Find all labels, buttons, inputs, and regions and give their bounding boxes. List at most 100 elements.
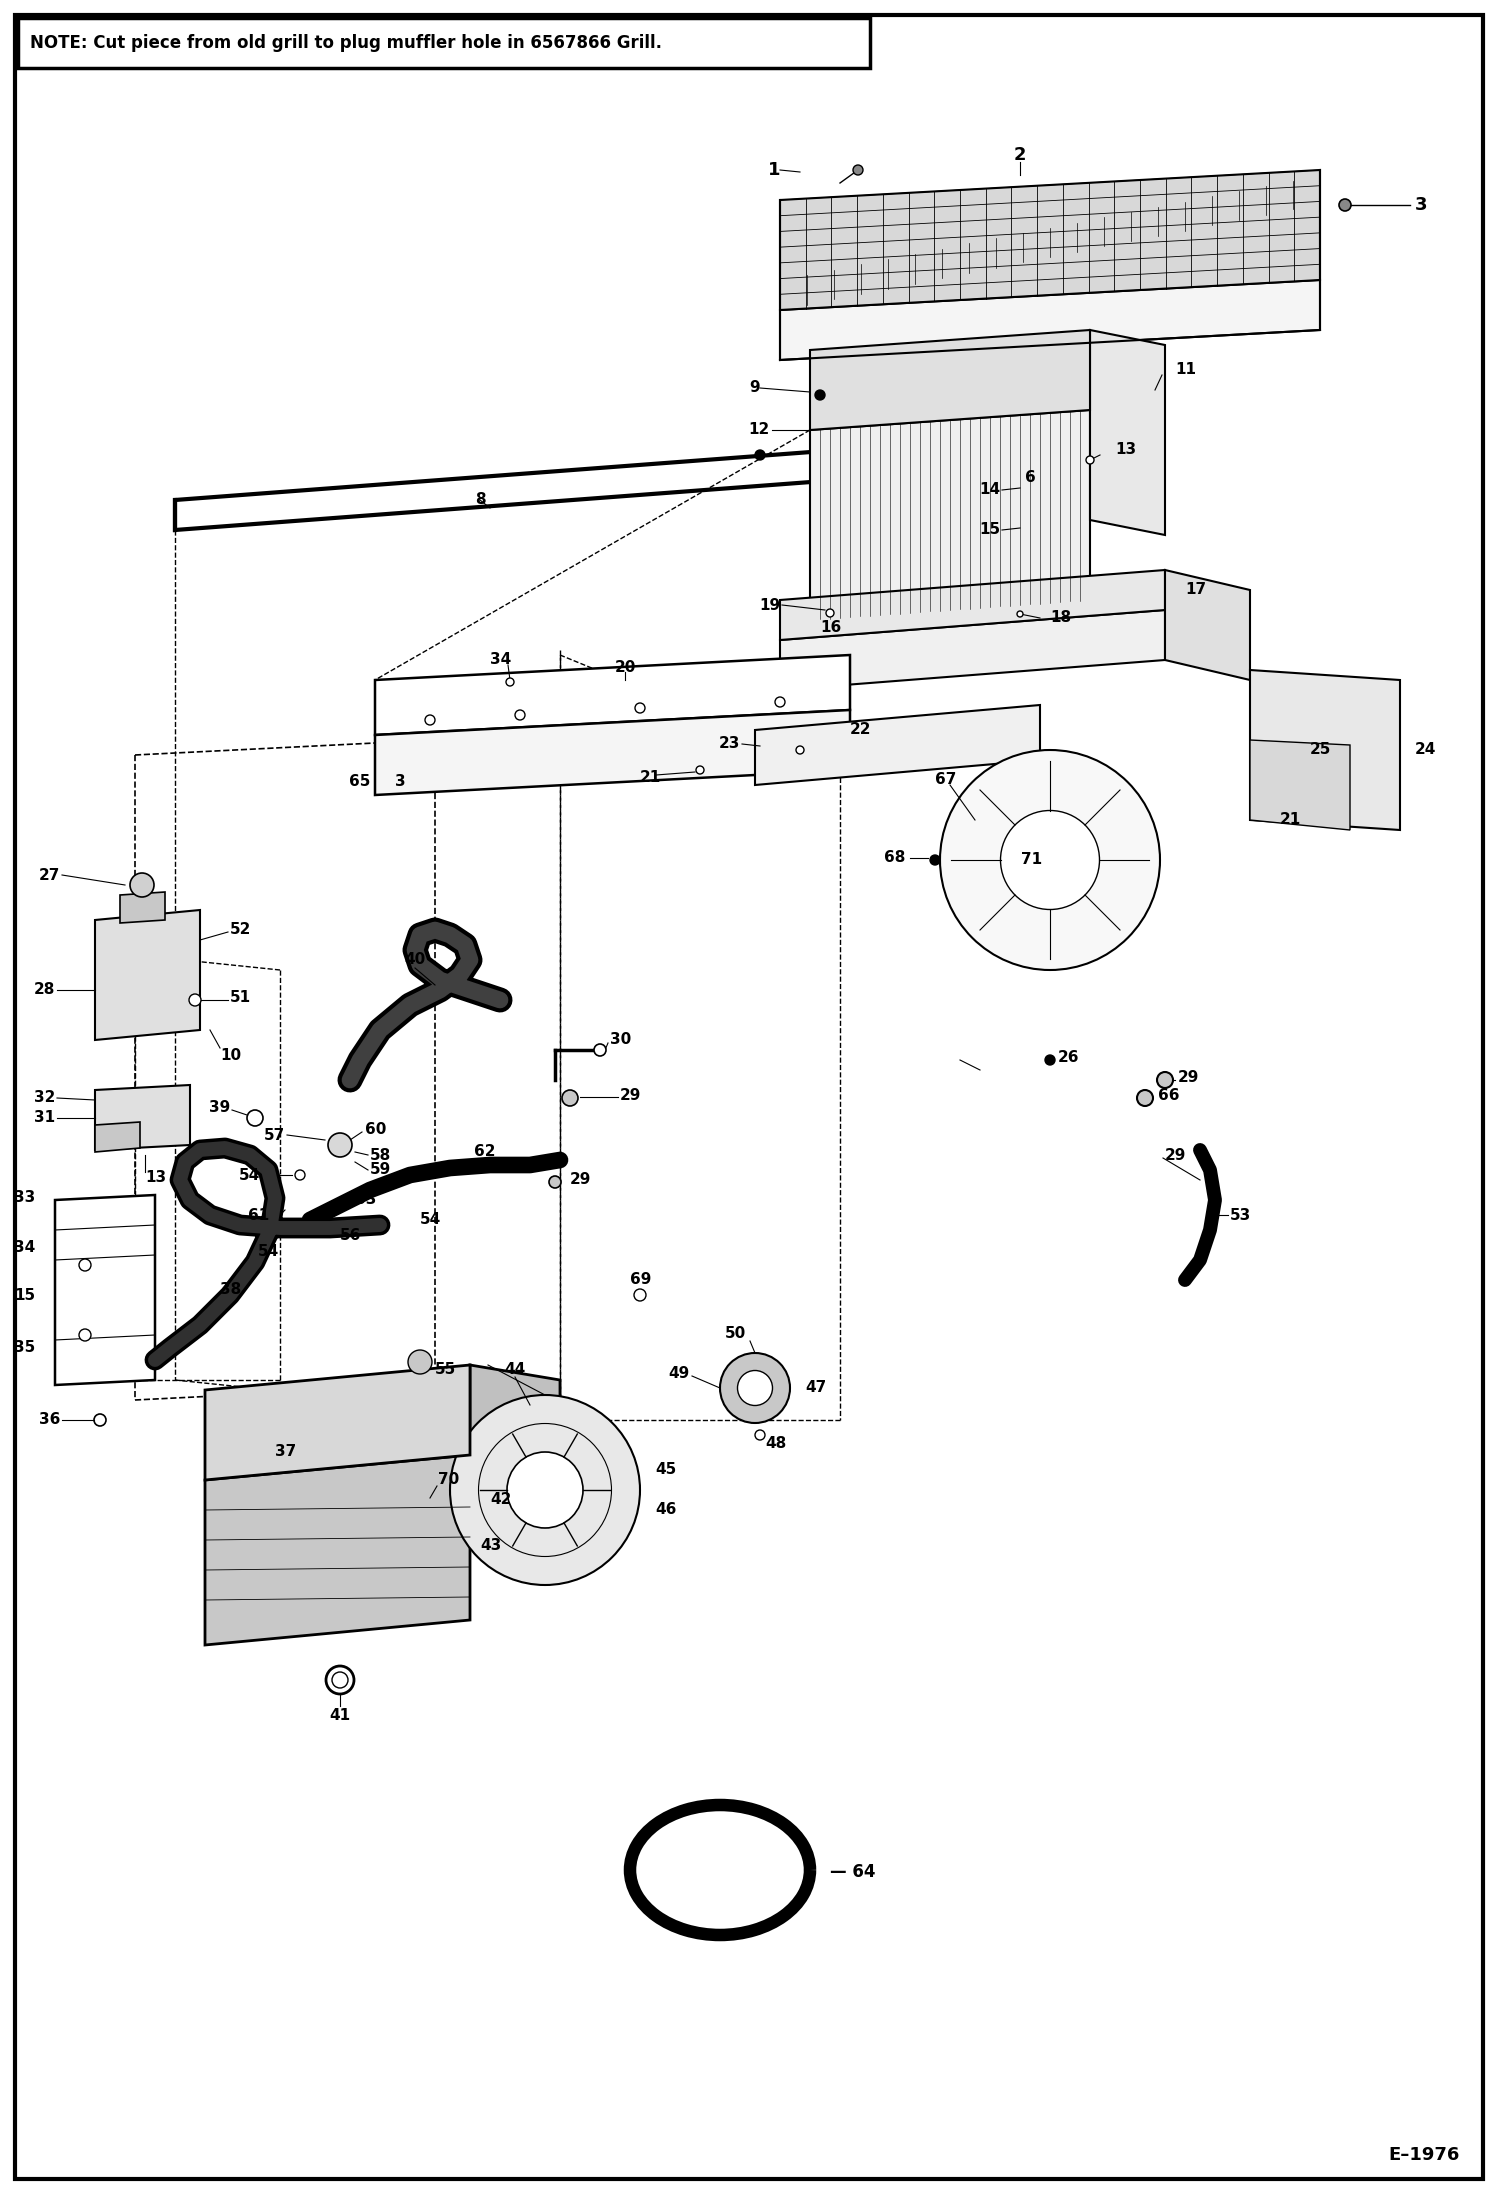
Text: 56: 56 [340, 1226, 361, 1242]
Text: E–1976: E–1976 [1389, 2146, 1461, 2163]
Text: 41: 41 [330, 1707, 351, 1722]
Text: 1: 1 [767, 160, 780, 180]
Text: 11: 11 [1174, 362, 1195, 377]
Circle shape [515, 711, 524, 720]
Polygon shape [780, 570, 1165, 641]
Text: 36: 36 [39, 1413, 60, 1428]
Text: 3: 3 [1416, 195, 1428, 215]
Text: 26: 26 [1058, 1049, 1080, 1064]
Circle shape [562, 1090, 578, 1106]
Polygon shape [810, 329, 1091, 430]
Polygon shape [205, 1455, 470, 1646]
Circle shape [595, 1044, 607, 1055]
Circle shape [1017, 610, 1023, 617]
Text: 20: 20 [614, 660, 635, 676]
Circle shape [1137, 1090, 1153, 1106]
Polygon shape [1249, 669, 1401, 829]
Text: 43: 43 [479, 1538, 502, 1553]
Text: 34: 34 [13, 1240, 34, 1255]
Circle shape [1046, 1055, 1055, 1064]
Text: 14: 14 [978, 483, 1001, 498]
Polygon shape [205, 1365, 470, 1481]
Circle shape [79, 1330, 91, 1341]
Polygon shape [55, 1196, 154, 1384]
Text: 29: 29 [1165, 1147, 1186, 1163]
Text: 39: 39 [208, 1101, 231, 1115]
Text: 63: 63 [355, 1194, 376, 1207]
Text: 31: 31 [34, 1110, 55, 1126]
Text: 3: 3 [395, 774, 406, 790]
Circle shape [333, 1672, 348, 1687]
Circle shape [295, 1169, 306, 1180]
Text: 53: 53 [1230, 1207, 1251, 1222]
Text: 52: 52 [231, 921, 252, 937]
Polygon shape [1165, 570, 1249, 680]
Polygon shape [374, 711, 849, 794]
Circle shape [825, 610, 834, 617]
Polygon shape [780, 169, 1320, 309]
Text: 57: 57 [264, 1128, 285, 1143]
Polygon shape [1091, 329, 1165, 535]
Polygon shape [780, 281, 1320, 360]
Text: 67: 67 [935, 772, 956, 788]
Text: 29: 29 [620, 1088, 641, 1104]
Circle shape [941, 750, 1159, 970]
Polygon shape [755, 704, 1040, 785]
Text: 25: 25 [1309, 742, 1332, 757]
Polygon shape [810, 410, 1091, 621]
Text: 70: 70 [437, 1472, 460, 1488]
Text: 16: 16 [819, 621, 842, 636]
Circle shape [189, 994, 201, 1007]
Text: 13: 13 [145, 1172, 166, 1185]
Polygon shape [94, 1086, 190, 1150]
Circle shape [130, 873, 154, 897]
Text: 18: 18 [1050, 610, 1071, 625]
Circle shape [721, 1354, 789, 1424]
Text: 44: 44 [505, 1362, 526, 1378]
Text: 29: 29 [1177, 1071, 1200, 1086]
Text: — 64: — 64 [830, 1863, 875, 1880]
Circle shape [327, 1665, 354, 1694]
Text: 59: 59 [370, 1163, 391, 1178]
Circle shape [755, 1430, 765, 1439]
Text: 40: 40 [404, 952, 425, 968]
Text: 15: 15 [978, 522, 1001, 538]
Text: 2: 2 [1014, 147, 1026, 165]
Text: 60: 60 [366, 1123, 386, 1136]
Text: 34: 34 [490, 652, 511, 667]
Circle shape [930, 856, 941, 864]
Text: 65: 65 [349, 774, 370, 790]
Bar [18, 18, 870, 68]
Text: 19: 19 [759, 597, 780, 612]
Circle shape [737, 1371, 773, 1406]
Text: 55: 55 [434, 1362, 457, 1378]
Text: 32: 32 [33, 1090, 55, 1106]
Text: 33: 33 [13, 1191, 34, 1205]
Circle shape [815, 391, 825, 399]
Circle shape [1156, 1073, 1173, 1088]
Polygon shape [1249, 739, 1350, 829]
Circle shape [1339, 200, 1351, 211]
Text: 46: 46 [655, 1503, 677, 1518]
Text: 54: 54 [419, 1213, 442, 1226]
Circle shape [635, 702, 646, 713]
Text: 51: 51 [231, 989, 252, 1005]
Text: 58: 58 [370, 1147, 391, 1163]
Circle shape [755, 450, 765, 461]
Circle shape [79, 1259, 91, 1270]
Polygon shape [374, 656, 849, 735]
Text: 9: 9 [749, 380, 759, 395]
Polygon shape [470, 1365, 560, 1556]
Text: 15: 15 [13, 1288, 34, 1303]
Circle shape [246, 1424, 265, 1446]
Polygon shape [94, 1121, 139, 1152]
Text: 8: 8 [475, 491, 485, 507]
Circle shape [697, 766, 704, 774]
Circle shape [1086, 456, 1094, 463]
Circle shape [247, 1110, 264, 1126]
Text: 68: 68 [884, 851, 905, 864]
Circle shape [795, 746, 804, 755]
Text: 10: 10 [220, 1047, 241, 1062]
Circle shape [548, 1176, 560, 1187]
Text: 17: 17 [1185, 581, 1206, 597]
